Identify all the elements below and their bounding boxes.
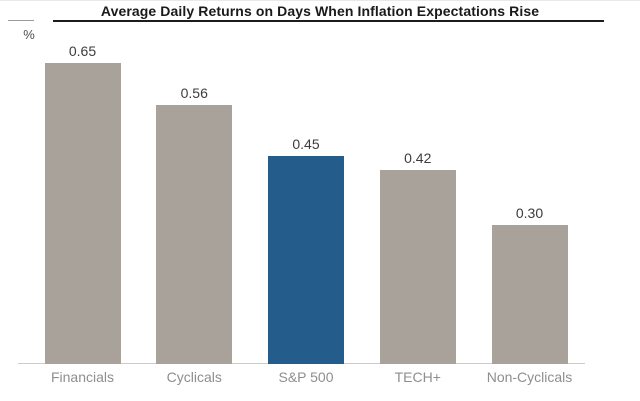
bar-cyclicals xyxy=(156,105,233,364)
value-label-non-cyclicals: 0.30 xyxy=(515,205,544,221)
chart-title: Average Daily Returns on Days When Infla… xyxy=(100,3,540,19)
value-label-financials: 0.65 xyxy=(68,43,97,59)
category-label-non-cyclicals: Non-Cyclicals xyxy=(486,369,573,385)
top-left-tick-line xyxy=(8,20,34,21)
bar-tech xyxy=(379,170,456,364)
value-label-tech: 0.42 xyxy=(404,150,432,166)
bar-financials xyxy=(44,63,121,364)
category-label-s-p-500: S&P 500 xyxy=(278,369,334,385)
y-axis-unit-label: % xyxy=(23,27,35,42)
value-label-s-p-500: 0.45 xyxy=(292,136,320,152)
category-label-cyclicals: Cyclicals xyxy=(166,369,222,385)
category-label-tech: TECH+ xyxy=(394,369,441,385)
value-label-cyclicals: 0.56 xyxy=(180,85,208,101)
category-label-financials: Financials xyxy=(50,369,115,385)
title-underline xyxy=(53,20,604,22)
bar-non-cyclicals xyxy=(491,225,568,364)
bar-s-p-500 xyxy=(268,156,344,364)
